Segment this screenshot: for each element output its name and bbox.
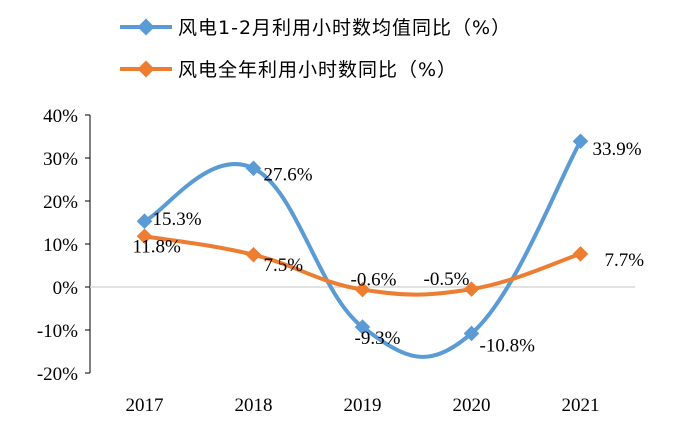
series-layer [136, 133, 589, 359]
series-2-data-label: 7.5% [264, 255, 304, 276]
series-2-point [245, 246, 262, 263]
legend: 风电1-2月利用小时数均值同比（%） 风电全年利用小时数同比（%） [120, 17, 511, 81]
legend-marker-series-1 [137, 18, 155, 36]
y-tick-label: -10% [37, 321, 78, 342]
data-labels: 15.3% 27.6% -9.3% -10.8% 33.9% 11.8% 7.5% -0.6%… [133, 139, 645, 356]
y-axis-ticks: 40% 30% 20% 10% 0% -10% -20% [37, 106, 90, 385]
legend-marker-series-2 [137, 60, 155, 78]
x-tick-label: 2018 [235, 395, 273, 416]
y-tick-label: -20% [37, 364, 78, 385]
x-tick-label: 2021 [562, 395, 600, 416]
series-2-data-label: -0.6% [351, 270, 397, 291]
series-1-point [245, 160, 262, 177]
y-tick-label: 40% [43, 106, 78, 127]
series-1-data-label: 27.6% [264, 164, 313, 185]
x-tick-label: 2017 [126, 395, 164, 416]
series-2-data-label: 11.8% [133, 236, 182, 257]
legend-label-series-1: 风电1-2月利用小时数均值同比（%） [178, 17, 511, 39]
series-2-data-label: -0.5% [424, 269, 470, 290]
series-1-point [572, 133, 589, 150]
series-1-data-label: -9.3% [355, 328, 401, 349]
x-axis-ticks: 2017 2018 2019 2020 2021 [126, 395, 600, 416]
y-tick-label: 30% [43, 149, 78, 170]
y-tick-label: 10% [43, 235, 78, 256]
series-1-point [136, 213, 153, 229]
x-tick-label: 2019 [344, 395, 382, 416]
series-2-point [136, 228, 153, 245]
series-1-data-label: -10.8% [480, 335, 536, 356]
legend-entry-series-1: 风电1-2月利用小时数均值同比（%） [120, 17, 511, 39]
legend-entry-series-2: 风电全年利用小时数同比（%） [120, 59, 457, 81]
y-tick-label: 0% [53, 278, 79, 299]
y-tick-label: 20% [43, 192, 78, 213]
series-1-data-label: 15.3% [153, 209, 202, 230]
series-2-data-label: 7.7% [605, 250, 645, 271]
x-tick-label: 2020 [453, 395, 491, 416]
legend-label-series-2: 风电全年利用小时数同比（%） [178, 59, 457, 81]
series-2-point [572, 246, 589, 262]
series-1-data-label: 33.9% [593, 139, 642, 160]
